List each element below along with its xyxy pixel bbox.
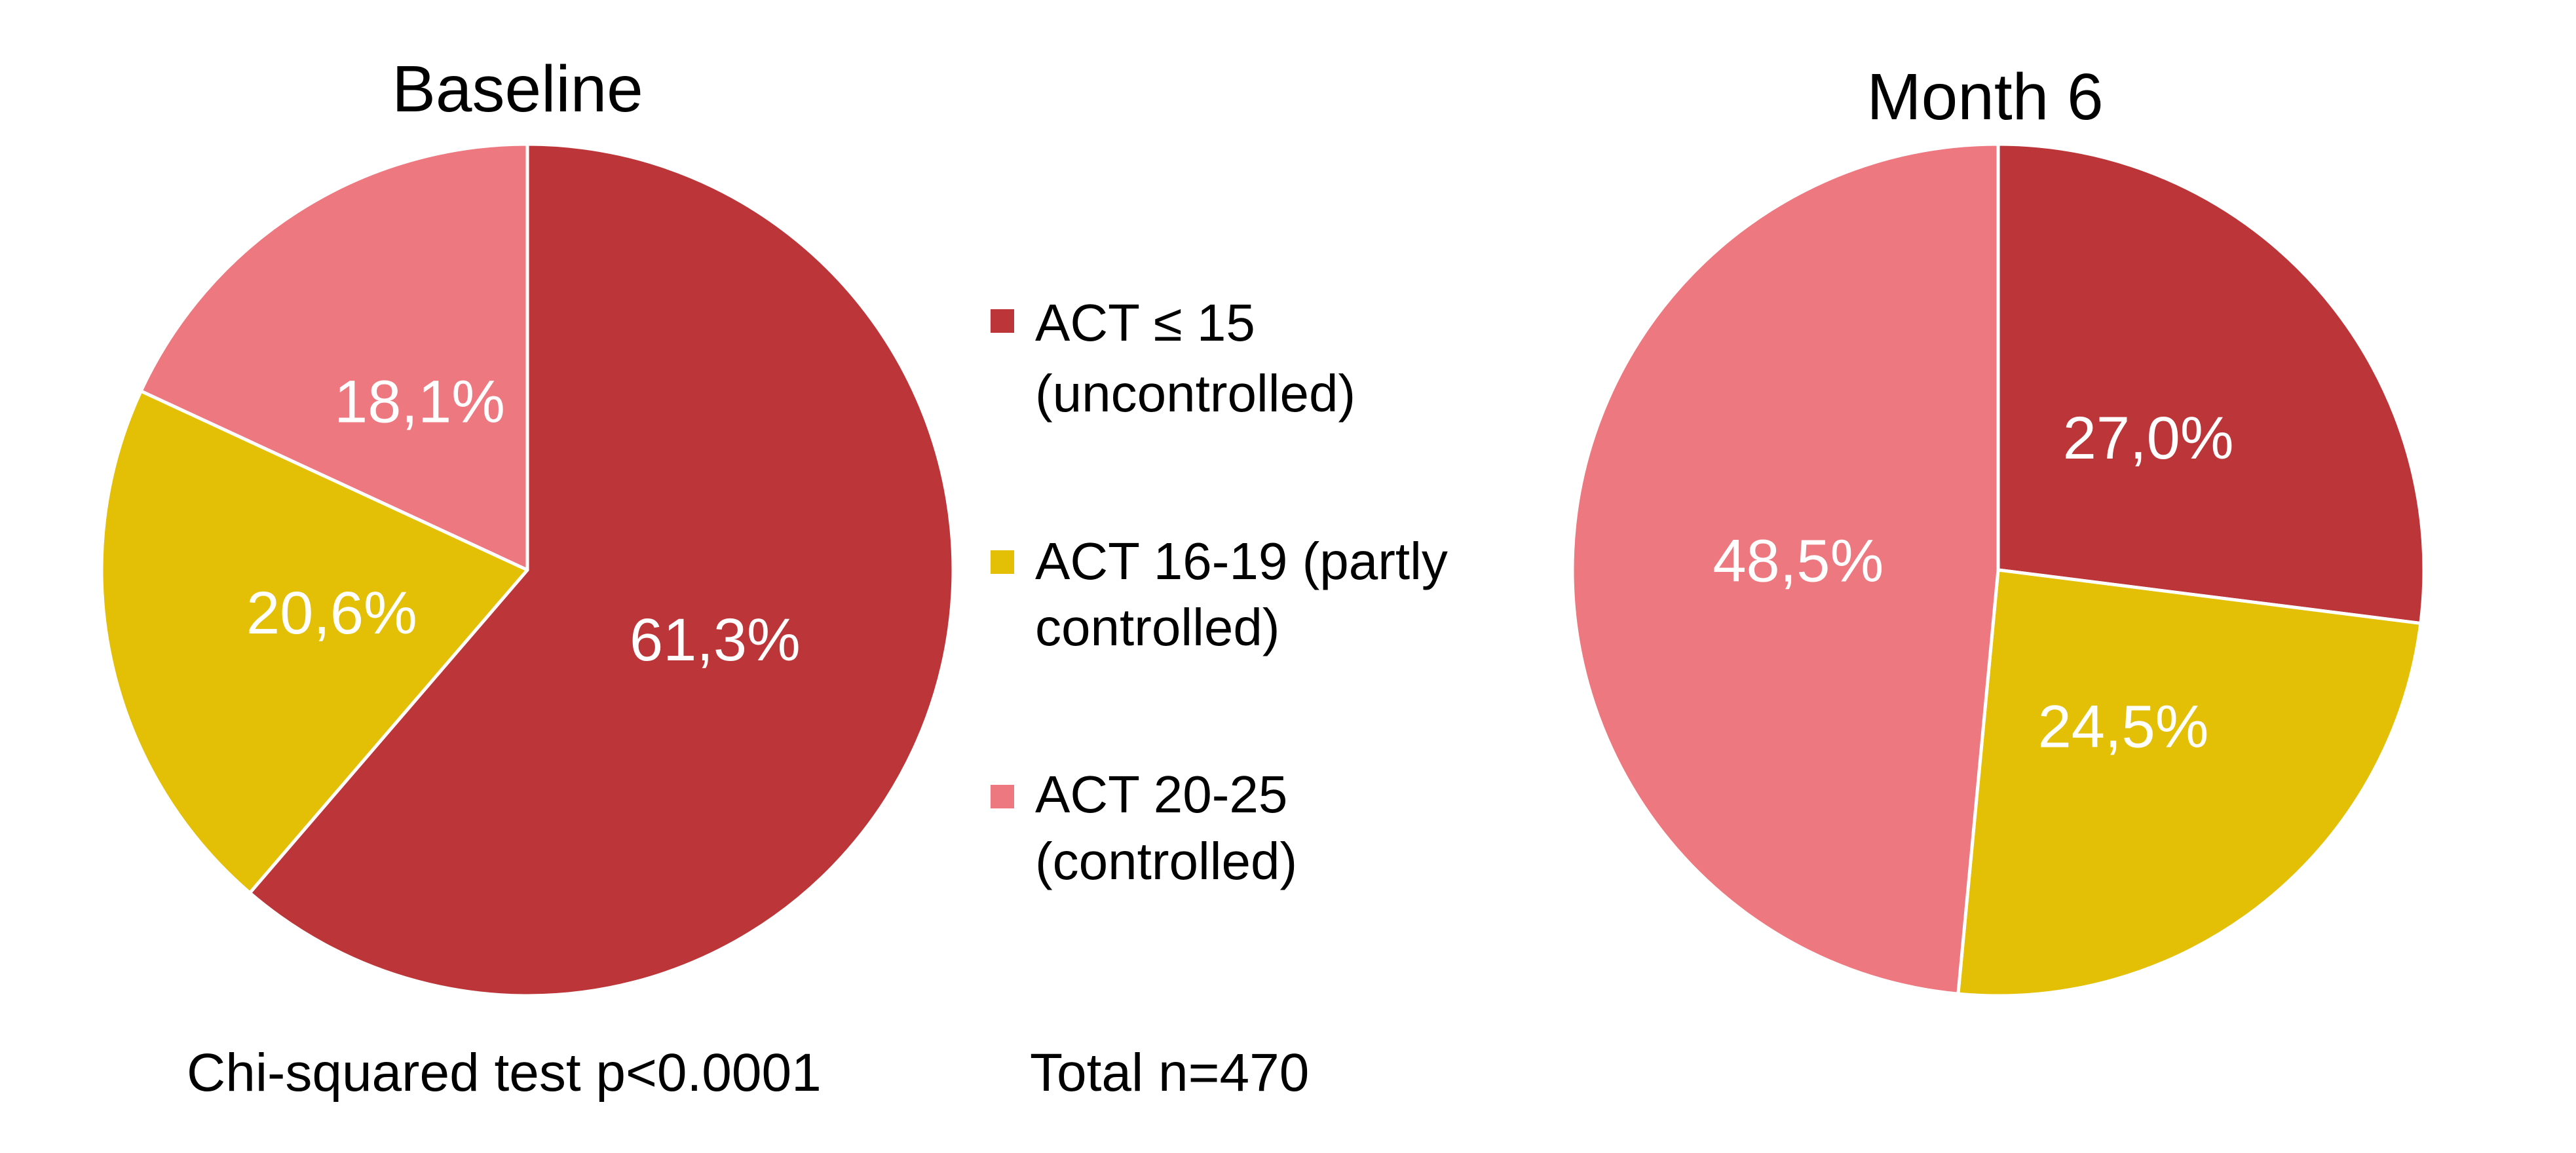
legend-item-partly-controlled: ACT 16-19 (partly controlled)	[991, 532, 1448, 656]
pie-slice-label-controlled: 48,5%	[1713, 528, 1884, 595]
legend: ACT ≤ 15 (uncontrolled) ACT 16-19 (partl…	[991, 293, 1448, 890]
pie-slice-label-uncontrolled: 61,3%	[630, 607, 801, 673]
pie-title-baseline: Baseline	[392, 52, 643, 126]
pie-slice-label-controlled: 18,1%	[334, 369, 505, 436]
legend-item-uncontrolled: ACT ≤ 15 (uncontrolled)	[991, 293, 1355, 423]
legend-swatch-partly-controlled	[991, 550, 1014, 574]
pie-slice-partly-controlled	[1956, 568, 2423, 998]
total-n-note: Total n=470	[1030, 1043, 1309, 1103]
pie-slice-label-uncontrolled: 27,0%	[2063, 405, 2234, 472]
pie-slice-label-partly-controlled: 20,6%	[246, 580, 417, 647]
legend-label-uncontrolled-line2: (uncontrolled)	[1035, 364, 1355, 423]
legend-item-controlled: ACT 20-25 (controlled)	[991, 765, 1297, 890]
chi-squared-note: Chi-squared test p<0.0001	[187, 1043, 822, 1103]
pie-title-month6: Month 6	[1866, 60, 2103, 134]
pie-slice-uncontrolled	[1996, 142, 2426, 625]
legend-swatch-controlled	[991, 785, 1014, 808]
pie-baseline: 61,3% 20,6% 18,1%	[100, 142, 955, 998]
legend-label-controlled-line1: ACT 20-25	[1035, 765, 1287, 823]
legend-label-partly-controlled-line1: ACT 16-19 (partly	[1035, 532, 1448, 590]
legend-label-uncontrolled-line1: ACT ≤ 15	[1035, 293, 1255, 352]
pie-month6: 27,0% 24,5% 48,5%	[1570, 142, 2426, 998]
pie-slice-controlled	[1570, 142, 2000, 996]
pie-slice-controlled	[139, 142, 529, 572]
legend-label-controlled-line2: (controlled)	[1035, 832, 1297, 890]
pie-slice-uncontrolled	[248, 142, 955, 998]
pie-slice-label-partly-controlled: 24,5%	[2038, 693, 2209, 760]
pie-slice-partly-controlled	[100, 389, 529, 895]
legend-swatch-uncontrolled	[991, 309, 1014, 333]
legend-label-partly-controlled-line2: controlled)	[1035, 598, 1280, 656]
